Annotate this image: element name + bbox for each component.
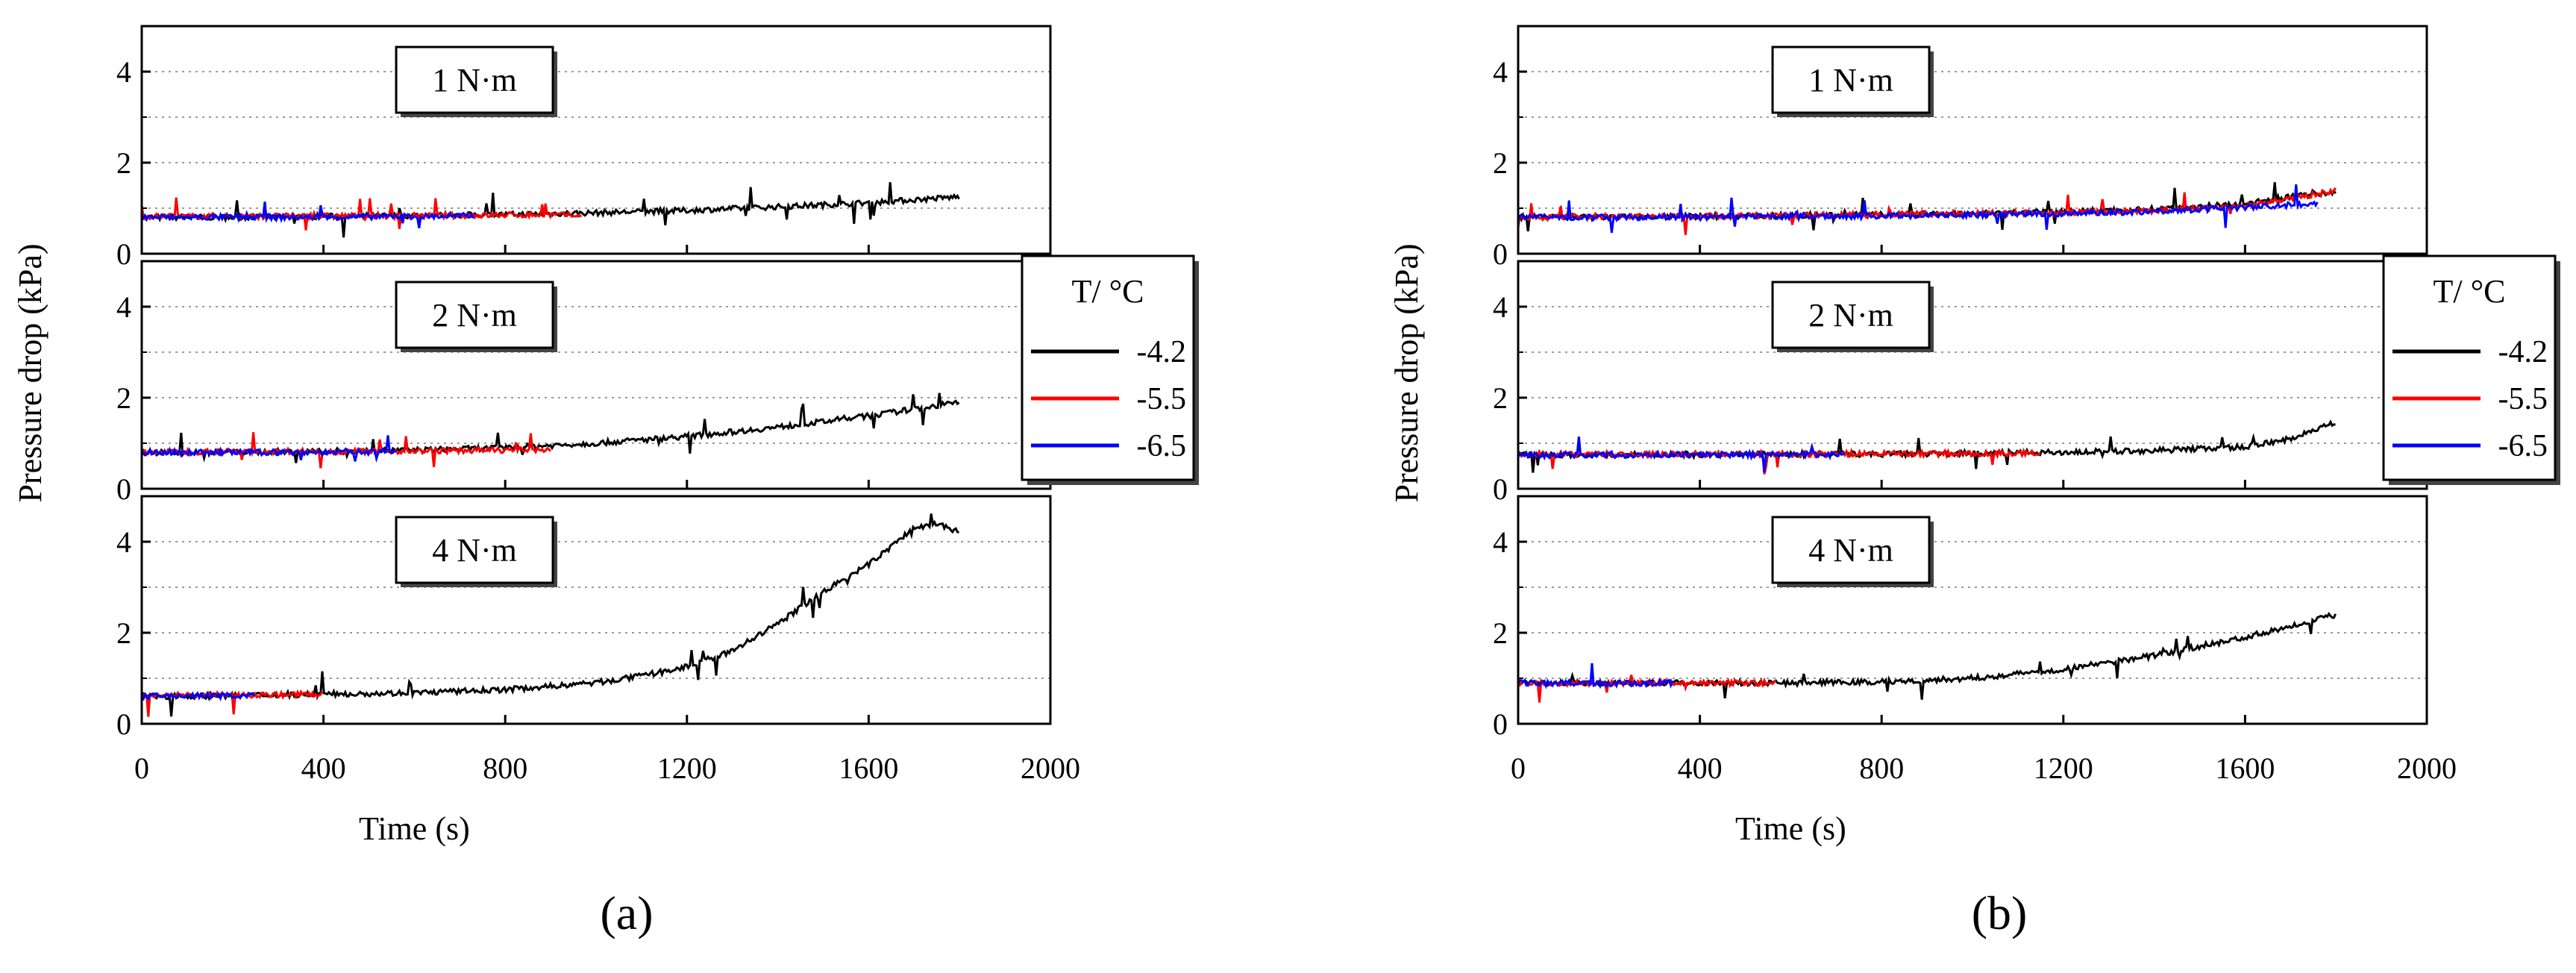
legend: T/ °C -4.2 -5.5 -6.5 bbox=[1021, 254, 1199, 485]
subplot-label: 4 N·m bbox=[1808, 532, 1893, 569]
panel-caption-a: (a) bbox=[600, 886, 653, 939]
series-line--6.5 bbox=[140, 201, 474, 229]
y-tick-label: 4 bbox=[1493, 525, 1508, 559]
label-box bbox=[395, 46, 554, 114]
x-tick-label: 1600 bbox=[839, 751, 898, 785]
y-tick-label: 4 bbox=[1493, 290, 1508, 324]
series-line--6.5 bbox=[1517, 436, 1846, 473]
series-line--6.5 bbox=[1517, 663, 1674, 689]
subplot-label: 2 N·m bbox=[1808, 297, 1893, 334]
x-tick-label: 2000 bbox=[2397, 751, 2457, 785]
panel-caption-b: (b) bbox=[1972, 886, 2028, 939]
series-line--5.5 bbox=[1517, 187, 2337, 235]
y-tick-label: 0 bbox=[116, 237, 131, 271]
x-tick-label: 0 bbox=[1511, 751, 1526, 785]
x-tick-label: 400 bbox=[1678, 751, 1723, 785]
legend-label--4.2: -4.2 bbox=[1137, 335, 1187, 369]
x-tick-label: 2000 bbox=[1021, 751, 1080, 785]
y-tick-label: 2 bbox=[116, 381, 131, 415]
legend-label--5.5: -5.5 bbox=[2498, 382, 2548, 416]
series-line--5.5 bbox=[1517, 675, 1777, 703]
series-line--6.5 bbox=[141, 690, 256, 701]
y-tick-label: 4 bbox=[116, 290, 131, 324]
legend: T/ °C -4.2 -5.5 -6.5 bbox=[2382, 254, 2560, 485]
y-tick-label: 0 bbox=[1493, 707, 1508, 741]
y-tick-label: 2 bbox=[116, 146, 131, 180]
y-tick-label: 2 bbox=[116, 616, 131, 650]
label-box bbox=[1771, 516, 1931, 584]
subplot-frame bbox=[1517, 495, 2428, 725]
y-tick-label: 4 bbox=[1493, 55, 1508, 89]
y-tick-label: 4 bbox=[116, 55, 131, 89]
y-tick-label: 0 bbox=[116, 707, 131, 741]
series-line--4.2 bbox=[1517, 419, 2336, 473]
x-tick-label: 1600 bbox=[2215, 751, 2275, 785]
legend-title: T/ °C bbox=[2433, 273, 2505, 310]
legend-box bbox=[1021, 254, 1195, 481]
subplot-label: 4 N·m bbox=[432, 532, 517, 569]
x-tick-label: 1200 bbox=[2034, 751, 2093, 785]
y-tick-label: 2 bbox=[1493, 616, 1508, 650]
y-axis-label: Pressure drop (kPa) bbox=[1388, 243, 1425, 502]
y-tick-label: 2 bbox=[1493, 381, 1508, 415]
panel-a: (a) Pressure drop (kPa) Time (s) 0 2 4 1 N·m 0 2… bbox=[12, 25, 1199, 939]
subplot-label: 2 N·m bbox=[432, 297, 517, 334]
subplot-3: 0 2 4 4 N·m bbox=[1493, 495, 2428, 741]
label-box bbox=[395, 281, 554, 349]
y-tick-label: 4 bbox=[116, 525, 131, 559]
subplot-label: 1 N·m bbox=[432, 62, 517, 98]
label-box bbox=[395, 516, 554, 584]
subplot-2: 0 2 4 2 N·m bbox=[116, 260, 1052, 506]
label-box bbox=[1771, 281, 1931, 349]
series-line--6.5 bbox=[1517, 184, 2319, 234]
subplot-2: 0 2 4 2 N·m bbox=[1493, 260, 2428, 506]
subplot-1: 0 2 4 1 N·m bbox=[116, 25, 1052, 271]
y-tick-label: 0 bbox=[116, 472, 131, 506]
x-tick-label: 800 bbox=[1859, 751, 1904, 785]
subplot-label: 1 N·m bbox=[1808, 62, 1893, 98]
legend-box bbox=[2382, 254, 2557, 481]
y-tick-label: 2 bbox=[1493, 146, 1508, 180]
subplot-frame bbox=[140, 25, 1052, 255]
legend-label--5.5: -5.5 bbox=[1137, 382, 1187, 416]
label-box bbox=[1771, 46, 1931, 114]
x-tick-label: 400 bbox=[301, 751, 346, 785]
x-tick-label: 800 bbox=[483, 751, 527, 785]
legend-label--6.5: -6.5 bbox=[1137, 429, 1187, 463]
panel-b: (b) Pressure drop (kPa) Time (s) 0 2 4 1 N·m 0 2… bbox=[1388, 25, 2560, 939]
legend-title: T/ °C bbox=[1071, 273, 1144, 310]
y-tick-label: 0 bbox=[1493, 237, 1508, 271]
subplot-1: 0 2 4 1 N·m bbox=[1493, 25, 2428, 271]
legend-label--6.5: -6.5 bbox=[2498, 429, 2548, 463]
subplot-frame bbox=[1517, 25, 2428, 255]
series-line--6.5 bbox=[140, 435, 398, 463]
subplot-3: 0 2 4 4 N·m bbox=[116, 495, 1052, 741]
y-axis-label: Pressure drop (kPa) bbox=[12, 243, 48, 502]
legend-label--4.2: -4.2 bbox=[2498, 335, 2548, 369]
x-tick-label: 1200 bbox=[657, 751, 717, 785]
series-line--5.5 bbox=[1517, 443, 2041, 475]
x-tick-label: 0 bbox=[134, 751, 149, 785]
y-tick-label: 0 bbox=[1493, 472, 1508, 506]
x-axis-label: Time (s) bbox=[359, 810, 470, 847]
x-axis-label: Time (s) bbox=[1735, 810, 1846, 847]
subplot-frame bbox=[140, 495, 1052, 725]
